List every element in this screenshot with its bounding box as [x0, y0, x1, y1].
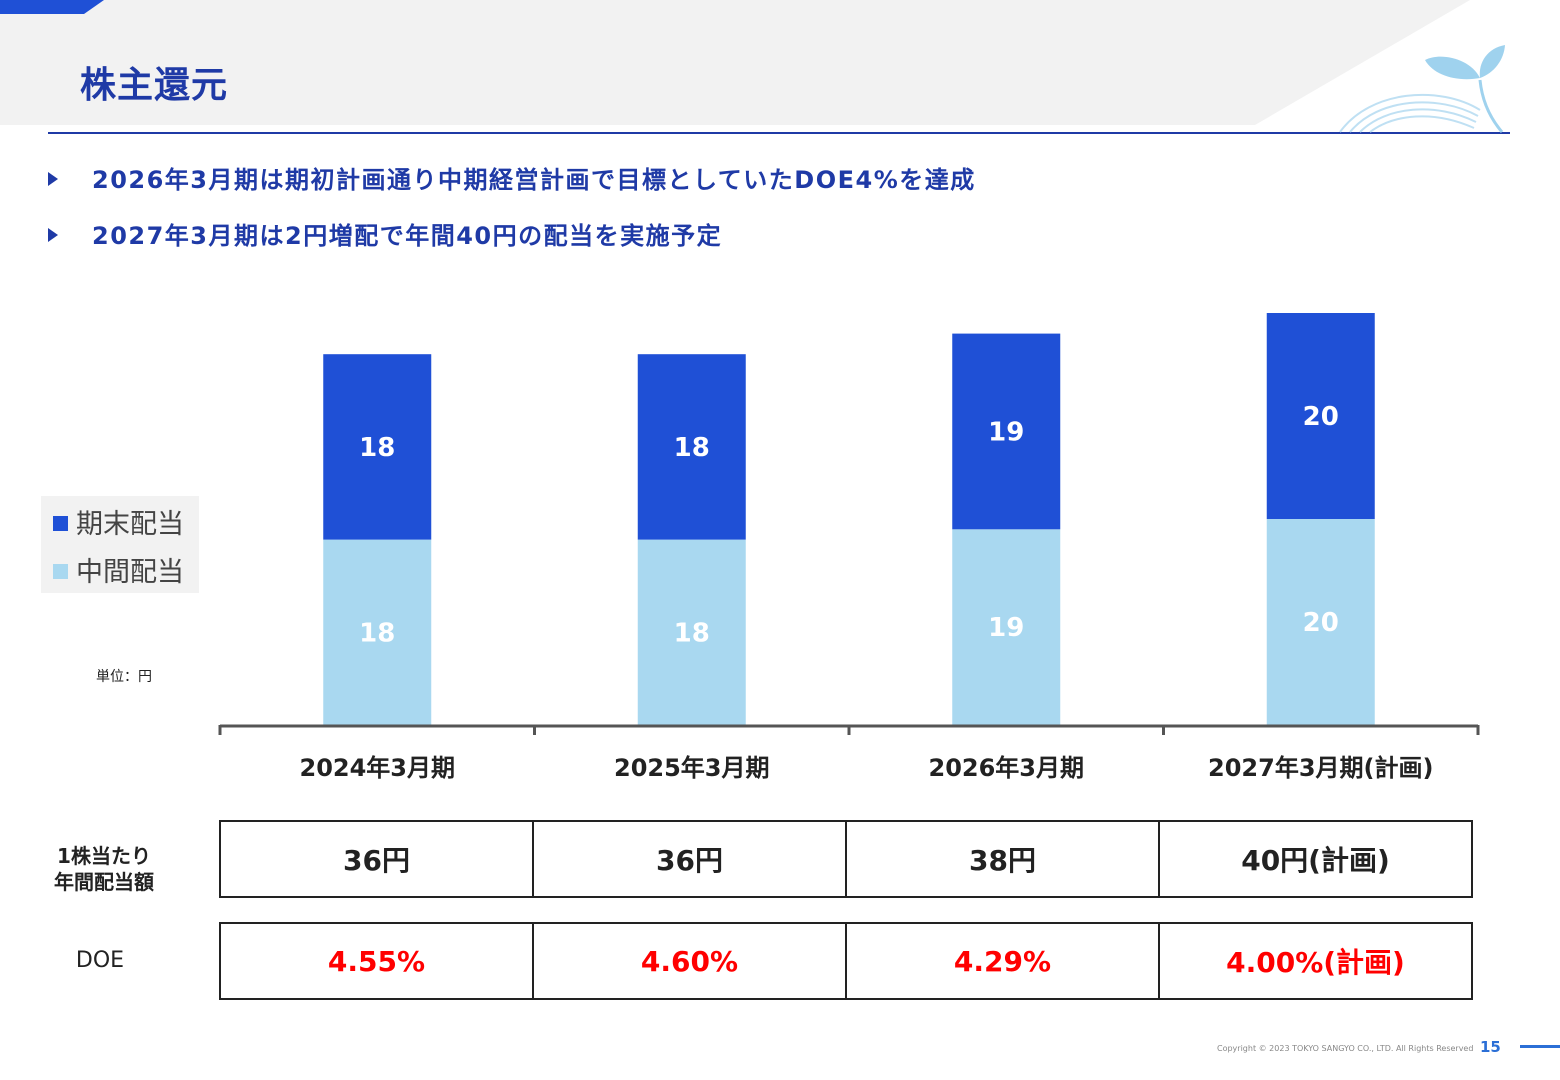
data-label-interim: 18	[674, 618, 710, 648]
table-cell-doe: 4.29%	[845, 922, 1160, 1000]
page-number: 15	[1480, 1038, 1501, 1056]
table-row: 36円 36円 38円 40円(計画)	[219, 820, 1473, 898]
x-tick-label: 2027年3月期(計画)	[1208, 754, 1433, 782]
data-label-year-end: 20	[1303, 402, 1339, 432]
bar-interim	[323, 539, 432, 725]
footer-rule	[1520, 1045, 1560, 1048]
bullet-item-2: 2027年3月期は2円増配で年間40円の配当を実施予定	[48, 216, 722, 251]
bullet-text-2: 2027年3月期は2円増配で年間40円の配当を実施予定	[92, 222, 723, 250]
bar-interim	[637, 539, 746, 725]
legend-item-interim: 中間配当	[53, 550, 184, 589]
copyright-text: Copyright © 2023 TOKYO SANGYO CO., LTD. …	[1217, 1044, 1474, 1053]
x-tick-label: 2026年3月期	[929, 754, 1085, 782]
bar-year-end	[952, 333, 1061, 530]
legend-label-year-end: 期末配当	[76, 509, 184, 540]
leaf-logo-icon	[1339, 45, 1505, 133]
legend-item-year-end: 期末配当	[53, 502, 184, 541]
table-cell-amount: 40円(計画)	[1158, 820, 1473, 898]
annual-dividend-table: 36円 36円 38円 40円(計画)	[219, 820, 1473, 898]
table-cell-amount: 36円	[219, 820, 534, 898]
table-cell-doe: 4.00%(計画)	[1158, 922, 1473, 1000]
data-label-interim: 20	[1303, 608, 1339, 638]
data-label-interim: 19	[988, 613, 1024, 643]
table-cell-amount: 36円	[532, 820, 847, 898]
x-tick-label: 2025年3月期	[614, 754, 770, 782]
bullet-item-1: 2026年3月期は期初計画通り中期経営計画で目標としていたDOE4%を達成	[48, 160, 976, 195]
x-tick-label: 2024年3月期	[300, 754, 456, 782]
bar-year-end	[637, 354, 746, 540]
amount-row-label-line2: 年間配当額	[54, 870, 154, 894]
chart-legend: 期末配当 中間配当	[41, 496, 199, 593]
bar-interim	[952, 529, 1061, 725]
doe-table: 4.55% 4.60% 4.29% 4.00%(計画)	[219, 922, 1473, 1000]
data-label-year-end: 19	[988, 417, 1024, 447]
legend-swatch-interim	[53, 564, 68, 579]
data-label-interim: 18	[359, 618, 395, 648]
page-title: 株主還元	[80, 65, 229, 106]
table-row: 4.55% 4.60% 4.29% 4.00%(計画)	[219, 922, 1473, 1000]
table-cell-doe: 4.55%	[219, 922, 534, 1000]
legend-swatch-year-end	[53, 516, 68, 531]
bar-year-end	[323, 354, 432, 540]
legend-label-interim: 中間配当	[76, 557, 184, 588]
doe-row-label: DOE	[75, 948, 125, 973]
triangle-bullet-icon	[48, 172, 58, 186]
title-divider	[48, 132, 1510, 134]
table-cell-amount: 38円	[845, 820, 1160, 898]
bar-interim	[1266, 519, 1375, 725]
amount-row-label-line1: 1株当たり	[57, 844, 151, 868]
unit-label: 単位：円	[96, 669, 152, 685]
amount-row-label: 1株当たり 年間配当額	[44, 843, 164, 895]
dividend-bar-chart: 18 18 2024年3月期 18 18 2025年3月期 19 19 2026年3月期 20 20…	[218, 313, 1480, 782]
table-cell-doe: 4.60%	[532, 922, 847, 1000]
data-label-year-end: 18	[359, 433, 395, 463]
bullet-text-1: 2026年3月期は期初計画通り中期経営計画で目標としていたDOE4%を達成	[92, 166, 976, 194]
bar-year-end	[1266, 313, 1375, 519]
header-band	[0, 0, 1470, 125]
data-label-year-end: 18	[674, 433, 710, 463]
triangle-bullet-icon	[48, 228, 58, 242]
